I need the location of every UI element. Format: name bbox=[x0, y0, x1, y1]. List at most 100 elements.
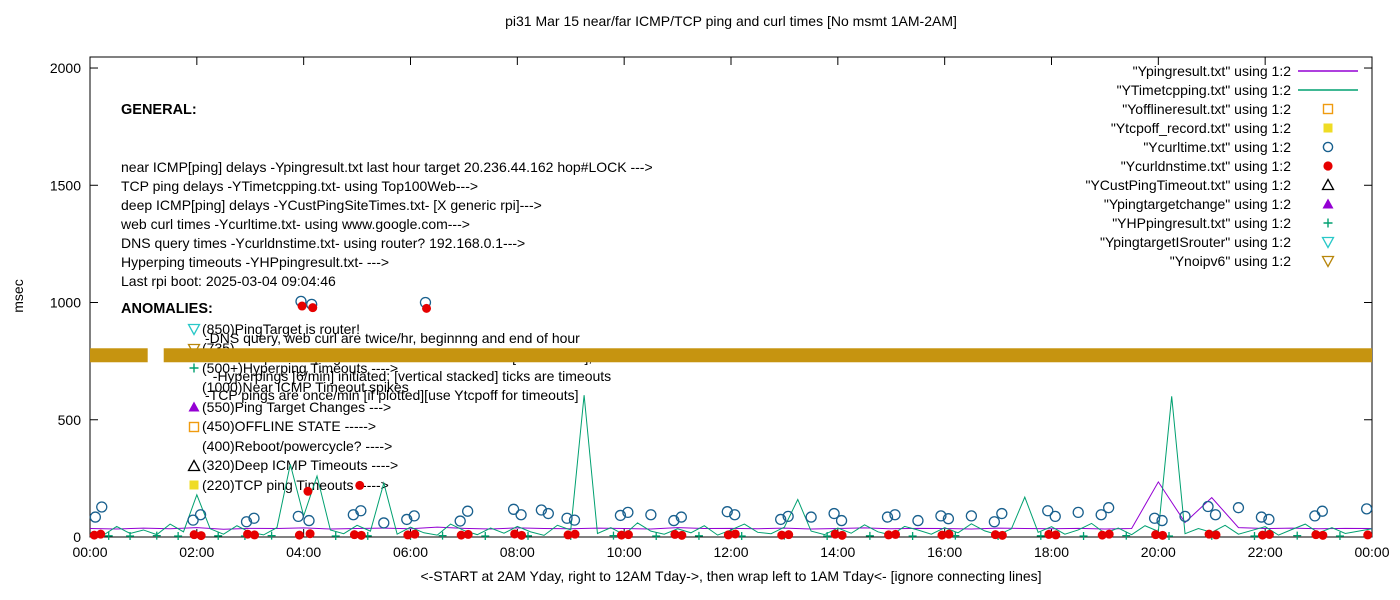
legend-label: "Ypingresult.txt" using 1:2 bbox=[1132, 62, 1291, 79]
legend-label: "YCustPingTimeout.txt" using 1:2 bbox=[1085, 176, 1291, 193]
anomaly-label: (735) bbox=[202, 340, 235, 356]
circle-open-point bbox=[1049, 510, 1061, 523]
anomalies-block: ANOMALIES: (850)PingTarget is router! (73… bbox=[121, 300, 409, 495]
legend-label: "Ycurltime.txt" using 1:2 bbox=[1143, 138, 1291, 155]
anomalies-heading: ANOMALIES: bbox=[121, 301, 213, 317]
square-filled-glyph bbox=[1323, 123, 1333, 132]
circle-open-point bbox=[568, 514, 581, 526]
circle-open-point bbox=[187, 514, 199, 526]
triangle-up-filled-glyph bbox=[188, 401, 199, 412]
circle-open-point bbox=[721, 506, 733, 518]
circle-open-point bbox=[1263, 513, 1275, 526]
triangle-up-open-glyph bbox=[1321, 177, 1335, 190]
anomaly-item: (1000)Near ICMP Timeout spikes bbox=[185, 378, 409, 398]
plus-point bbox=[780, 531, 789, 540]
circle-open-point bbox=[542, 507, 554, 520]
circle-filled-point bbox=[1311, 530, 1321, 540]
none-glyph bbox=[186, 380, 202, 396]
circle-filled-point bbox=[189, 530, 199, 540]
circle-open-point bbox=[535, 504, 548, 516]
y-tick-label: 2000 bbox=[50, 60, 81, 76]
circle-open-point bbox=[881, 511, 894, 523]
circle-open-point bbox=[1095, 509, 1107, 521]
plus-point bbox=[1165, 532, 1174, 541]
plus-point bbox=[152, 531, 161, 540]
circle-open-point bbox=[935, 510, 947, 522]
circle-filled-point bbox=[463, 529, 473, 539]
plus-point bbox=[174, 532, 183, 541]
circle-filled-point bbox=[1044, 529, 1054, 539]
circle-open-point bbox=[1316, 505, 1328, 517]
y-axis-title: msec bbox=[10, 279, 26, 313]
circle-filled-point bbox=[730, 529, 740, 539]
circle-open-point bbox=[675, 511, 687, 523]
circle-filled-point bbox=[723, 530, 733, 540]
plus-point bbox=[1335, 532, 1344, 541]
triangle-down-open-glyph bbox=[186, 324, 201, 337]
none-glyph bbox=[186, 438, 202, 454]
triangle-down-open-glyph bbox=[186, 343, 201, 356]
legend-item: "YHPpingresult.txt" using 1:2 bbox=[1085, 213, 1360, 232]
circle-filled-point bbox=[356, 530, 366, 540]
circle-open-point bbox=[965, 510, 978, 522]
circle-filled-point bbox=[937, 530, 947, 540]
circle-open-point bbox=[240, 516, 253, 528]
plus-point bbox=[406, 532, 415, 541]
triangle-up-filled-glyph bbox=[1322, 198, 1334, 208]
general-line: Last rpi boot: 2025-03-04 09:04:46 bbox=[121, 273, 336, 289]
circle-open-point bbox=[292, 510, 304, 523]
circle-open-point bbox=[1202, 500, 1214, 513]
triangle-down-open-icon bbox=[1296, 253, 1360, 269]
triangle-up-filled-icon bbox=[1296, 196, 1360, 212]
plus-point bbox=[652, 532, 661, 541]
circle-filled-point bbox=[96, 529, 106, 539]
plus-point bbox=[1079, 532, 1088, 541]
plus-point bbox=[104, 531, 113, 540]
legend-label: "Ycurldnstime.txt" using 1:2 bbox=[1120, 157, 1291, 174]
circle-filled-point bbox=[784, 530, 794, 540]
circle-filled-point bbox=[250, 530, 260, 540]
general-line: DNS query times -Ycurldnstime.txt- using… bbox=[121, 235, 526, 251]
circle-filled-point bbox=[884, 530, 894, 540]
plus-point bbox=[240, 532, 249, 541]
plus-point bbox=[438, 531, 447, 540]
triangle-up-open-glyph bbox=[186, 458, 201, 471]
circle-filled-point bbox=[456, 530, 466, 540]
circle-open-point bbox=[1072, 506, 1084, 519]
general-heading: GENERAL: bbox=[121, 102, 197, 118]
x-tick-label: 20:00 bbox=[1141, 544, 1176, 560]
plus-point bbox=[951, 531, 960, 540]
anomaly-item: (850)PingTarget is router! bbox=[185, 320, 409, 340]
triangle-up-open-icon bbox=[185, 458, 202, 474]
circle-filled-point bbox=[997, 530, 1007, 540]
circle-open-point bbox=[1042, 505, 1054, 517]
circle-open-point bbox=[378, 517, 390, 529]
general-line: deep ICMP[ping] delays -YCustPingSiteTim… bbox=[121, 197, 542, 213]
circle-open-point bbox=[805, 511, 817, 523]
x-tick-label: 18:00 bbox=[1034, 544, 1069, 560]
circle-filled-point bbox=[1318, 530, 1328, 540]
anomaly-label: (400)Reboot/powercycle? ----> bbox=[202, 437, 393, 454]
plus-point bbox=[865, 531, 874, 540]
circle-open-point bbox=[96, 501, 108, 513]
triangle-down-open-icon bbox=[185, 321, 202, 337]
legend-label: "YTimetcpping.txt" using 1:2 bbox=[1116, 81, 1291, 98]
circle-filled-point bbox=[837, 530, 847, 540]
anomaly-item: (500+)Hyperping Timeouts ----> bbox=[185, 359, 409, 379]
plus-point bbox=[694, 531, 703, 540]
y-tick-label: 1000 bbox=[50, 295, 81, 311]
circle-open-point bbox=[912, 514, 924, 527]
circle-filled-point bbox=[990, 530, 1000, 540]
circle-open-point bbox=[408, 510, 420, 522]
circle-open-point bbox=[622, 506, 634, 519]
plus-point bbox=[994, 532, 1003, 541]
legend-item: "Ytcpoff_record.txt" using 1:2 bbox=[1085, 118, 1360, 137]
circle-open-point bbox=[303, 514, 315, 527]
circle-filled-point bbox=[1051, 530, 1061, 540]
triangle-down-open-icon bbox=[1296, 234, 1360, 250]
plus-icon bbox=[185, 360, 202, 376]
circle-open-glyph bbox=[1322, 141, 1334, 152]
legend-item: "Ynoipv6" using 1:2 bbox=[1085, 251, 1360, 270]
square-filled-icon bbox=[185, 477, 202, 493]
circle-filled-point bbox=[1097, 530, 1107, 540]
